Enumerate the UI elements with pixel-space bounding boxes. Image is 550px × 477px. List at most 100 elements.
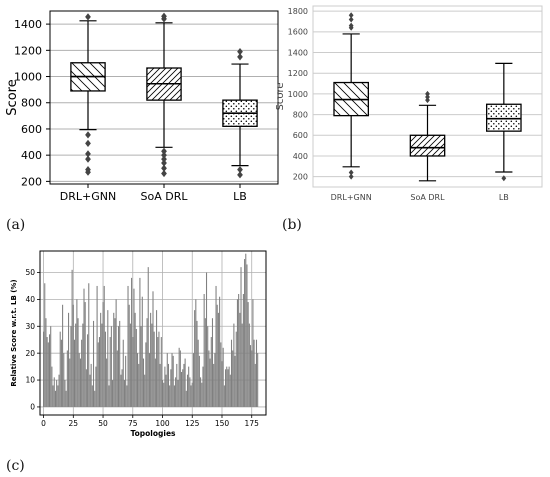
x-tick-label-soa-drl: SoA DRL <box>141 190 189 203</box>
bar-topology-21 <box>68 312 70 407</box>
y-tick-label: 400 <box>21 149 42 162</box>
bar-topology-179 <box>255 339 258 407</box>
bar-topology-127 <box>194 310 196 407</box>
y-axis-label: Relative Score w.r.t. LB (%) <box>10 279 18 386</box>
bar-topology-113 <box>177 380 179 407</box>
bar-topology-95 <box>156 310 158 407</box>
bar-topology-18 <box>64 380 66 407</box>
outlier-point-soa-drl <box>425 97 430 104</box>
bar-topology-139 <box>208 350 210 407</box>
y-tick-label: 600 <box>293 131 308 140</box>
bar-topology-39 <box>89 374 91 407</box>
bar-topology-143 <box>213 363 215 407</box>
bar-topology-171 <box>246 264 248 407</box>
panel-label-b: (b) <box>282 217 302 233</box>
bar-topology-12 <box>57 385 59 407</box>
bar-topology-128 <box>195 299 197 407</box>
bar-topology-71 <box>127 285 129 407</box>
bar-topology-45 <box>96 285 98 407</box>
bar-topology-52 <box>104 331 106 407</box>
outlier-point-soa-drl <box>161 159 167 167</box>
bar-topology-67 <box>122 339 124 407</box>
bar-topology-90 <box>150 312 152 407</box>
bar-topology-53 <box>106 358 108 407</box>
bar-topology-163 <box>236 299 238 407</box>
bar-topology-175 <box>251 350 253 407</box>
bar-topology-142 <box>211 318 214 407</box>
x-tick-label: 25 <box>69 419 79 428</box>
bar-topology-30 <box>78 353 80 407</box>
bar-topology-140 <box>209 358 211 407</box>
bar-topology-153 <box>225 369 227 407</box>
y-tick-label: 1600 <box>288 28 308 37</box>
bar-topology-117 <box>182 369 184 407</box>
bar-topology-46 <box>97 342 99 407</box>
plot-frame <box>39 250 267 416</box>
bar-topology-4 <box>47 342 49 407</box>
bar-topology-29 <box>77 318 79 407</box>
bar-topology-106 <box>169 385 171 407</box>
bar-topology-54 <box>107 310 109 407</box>
bar-topology-166 <box>240 267 242 407</box>
x-tick-label-drl-gnn: DRL+GNN <box>60 190 116 203</box>
outlier-point-lb <box>237 165 243 174</box>
y-tick-label: 400 <box>293 152 308 161</box>
bar-topology-66 <box>121 369 123 407</box>
y-tick-label: 1400 <box>288 48 308 57</box>
bar-topology-16 <box>62 304 64 407</box>
bar-topology-169 <box>244 259 246 407</box>
outlier-point-drl-gnn <box>85 155 91 163</box>
y-tick-label: 800 <box>21 97 42 110</box>
bar-topology-109 <box>172 355 174 407</box>
y-tick-label: 1000 <box>288 90 308 99</box>
bar-topology-82 <box>140 326 142 407</box>
outlier-point-lb <box>237 53 243 61</box>
bar-topology-152 <box>223 385 225 407</box>
bar-topology-97 <box>158 331 160 407</box>
bar-topology-76 <box>133 288 135 407</box>
bar-topology-83 <box>141 296 143 407</box>
bar-topology-49 <box>101 323 103 407</box>
bar-topology-115 <box>179 350 181 407</box>
bar-topology-91 <box>151 323 153 407</box>
bar-topology-149 <box>220 342 222 407</box>
bar-topology-51 <box>103 285 105 407</box>
x-tick-label: 50 <box>98 419 108 428</box>
bar-topology-43 <box>94 390 96 407</box>
bar-topology-154 <box>226 366 228 407</box>
bar-topology-86 <box>145 342 147 407</box>
bar-topology-33 <box>82 323 84 407</box>
bar-topology-125 <box>191 382 193 407</box>
bar-topology-19 <box>65 390 67 407</box>
bar-topology-98 <box>159 363 161 407</box>
bar-topology-151 <box>222 347 224 407</box>
y-tick-label: 30 <box>25 322 35 331</box>
bar-topology-87 <box>146 318 148 407</box>
bar-topology-92 <box>152 291 154 407</box>
bar-topology-35 <box>84 302 86 407</box>
outlier-point-drl-gnn <box>85 13 91 21</box>
bar-topology-5 <box>48 334 51 407</box>
outlier-point-drl-gnn <box>85 131 91 139</box>
bar-topology-56 <box>109 337 111 407</box>
bar-topology-108 <box>171 353 173 407</box>
bar-topology-136 <box>204 318 206 407</box>
y-tick-label: 40 <box>25 295 35 304</box>
outlier-point-soa-drl <box>425 90 430 97</box>
y-tick-label: 1000 <box>14 70 42 83</box>
bar-topology-120 <box>185 390 187 407</box>
panel-label-a: (a) <box>6 217 25 233</box>
bar-topology-78 <box>135 328 137 407</box>
bar-topology-135 <box>203 294 205 407</box>
bar-topology-170 <box>245 253 247 407</box>
bar-topology-165 <box>239 312 241 407</box>
bar-topology-100 <box>161 380 164 407</box>
outlier-point-drl-gnn <box>348 24 354 31</box>
x-axis-label: Topologies <box>130 429 176 438</box>
bar-topology-164 <box>238 294 240 407</box>
bar-topology-150 <box>221 361 223 407</box>
bar-topology-63 <box>117 326 120 407</box>
y-tick-label: 1400 <box>14 18 42 31</box>
box-lb <box>486 103 522 132</box>
bar-topology-7 <box>51 366 53 407</box>
